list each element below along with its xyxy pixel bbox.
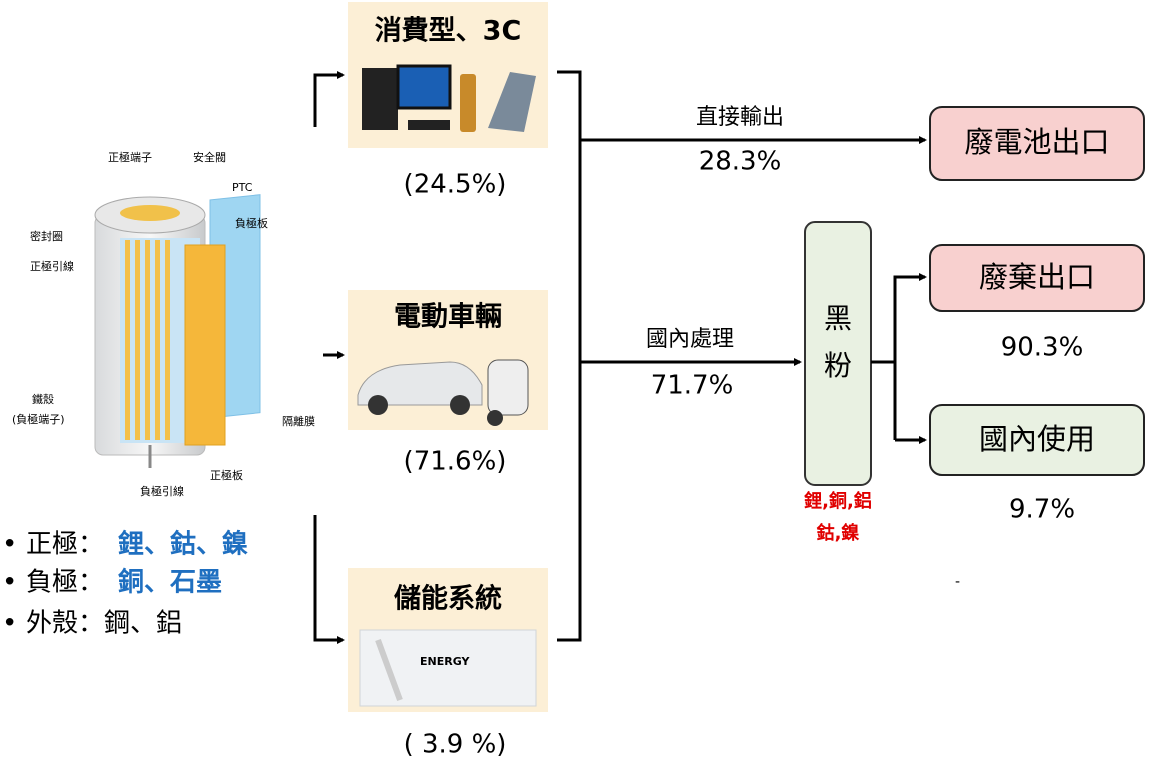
material-label: 正極： <box>26 530 104 560</box>
battery-label: 正極板 <box>210 468 243 482</box>
output-label: 廢棄出口 <box>979 260 1095 294</box>
stray-mark: - <box>955 574 960 590</box>
source-consumer: 消費型、3C (24.5%) <box>348 2 548 200</box>
source-percent: (24.5%) <box>404 170 507 200</box>
source-percent: (71.6%) <box>404 447 507 477</box>
metals: 鈷,鎳 <box>817 522 860 544</box>
source-percent: ( 3.9 %) <box>404 730 507 760</box>
battery-label: PTC <box>232 181 253 194</box>
source-title: 消費型、3C <box>375 16 522 47</box>
source-storage: 儲能系統 ENERGY ( 3.9 %) <box>348 568 548 760</box>
bullet: • <box>2 609 17 639</box>
material-items: 銅、石墨 <box>118 567 222 598</box>
diagram: 正極端子 安全閥 PTC 負極板 密封圈 正極引線 鐵殼 (負極端子) 隔離膜 … <box>0 0 1151 763</box>
battery-label: 負極引線 <box>140 484 184 498</box>
battery-label: 正極引線 <box>30 259 74 273</box>
storage-image-text: ENERGY <box>420 655 470 668</box>
materials-list: • 正極： 鋰、鈷、鎳 • 負極： 銅、石墨 • 外殼：鋼、鋁 <box>2 529 248 639</box>
black-powder-label: 粉 <box>824 349 852 382</box>
flow-percent: 71.7% <box>651 371 734 401</box>
flow-label: 直接輸出 <box>696 105 784 130</box>
battery-label: (負極端子) <box>12 412 65 426</box>
metals: 鋰,銅,鋁 <box>804 490 872 512</box>
battery-label: 安全閥 <box>193 150 226 164</box>
bullet: • <box>2 530 17 560</box>
battery-label: 密封圈 <box>30 229 63 243</box>
bullet: • <box>2 568 17 598</box>
material-items: 鋰、鈷、鎳 <box>118 529 248 560</box>
flow-percent: 28.3% <box>699 147 782 177</box>
flow-label: 國內處理 <box>646 327 734 352</box>
source-ev: 電動車輛 (71.6%) <box>348 290 548 477</box>
battery-label: 負極板 <box>235 216 268 230</box>
black-powder-label: 黑 <box>824 302 852 335</box>
source-title: 儲能系統 <box>394 583 502 615</box>
output-label: 廢電池出口 <box>964 125 1109 159</box>
output-percent: 9.7% <box>1009 495 1075 525</box>
battery-label: 正極端子 <box>108 150 152 164</box>
output-label: 國內使用 <box>979 422 1095 456</box>
outputs: 廢電池出口 廢棄出口 90.3% 國內使用 9.7% <box>930 107 1144 525</box>
battery-label: 鐵殼 <box>32 392 54 406</box>
source-title: 電動車輛 <box>394 302 502 333</box>
battery-label: 隔離膜 <box>282 414 315 428</box>
material-label: 外殼：鋼、鋁 <box>26 609 182 639</box>
material-label: 負極： <box>26 568 104 598</box>
battery-illustration <box>95 195 260 468</box>
black-powder: 黑 粉 鋰,銅,鋁 鈷,鎳 <box>804 222 872 544</box>
output-percent: 90.3% <box>1001 333 1084 363</box>
